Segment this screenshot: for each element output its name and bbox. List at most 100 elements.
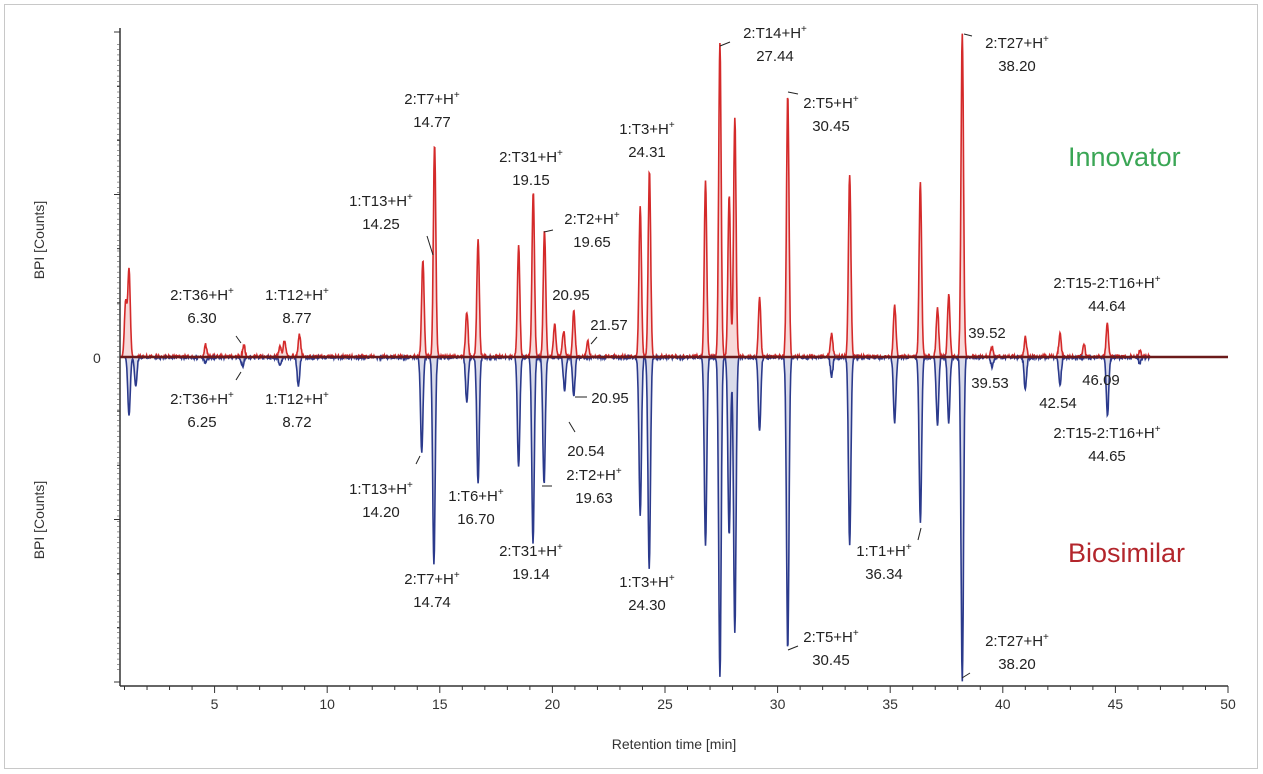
leader-line	[235, 335, 242, 344]
leader-line	[787, 91, 799, 95]
peak-label-b-4609: 46.09	[1082, 372, 1120, 389]
peak-name: 2:T27+H+	[985, 632, 1049, 650]
peak-retention-time: 19.14	[512, 566, 550, 583]
peak-label-b-2054: 20.54	[567, 421, 605, 460]
peak-retention-time: 8.77	[282, 310, 311, 327]
peak-label-i-t3: 1:T3+H+ 24.31	[619, 120, 675, 161]
leader-line	[787, 645, 799, 651]
leader-line	[719, 41, 731, 47]
x-tick-label: 25	[657, 696, 673, 712]
peak-retention-time: 27.44	[756, 48, 794, 65]
x-tick-label: 15	[432, 696, 448, 712]
peak-retention-time: 21.57	[590, 317, 628, 334]
x-tick-label: 35	[882, 696, 898, 712]
x-tick-label: 45	[1108, 696, 1124, 712]
peak-annotations: 2:T36+H+ 6.30 1:T12+H+ 8.77 1:T13+H+ 14.25 2:T…	[170, 24, 1161, 679]
peak-label-i-t15: 2:T15-2:T16+H+ 44.64	[1053, 274, 1160, 315]
peak-retention-time: 6.25	[187, 414, 216, 431]
peak-label-b-3953: 39.53	[971, 375, 1009, 392]
peak-label-b-t5: 2:T5+H+ 30.45	[787, 628, 859, 669]
peak-retention-time: 24.31	[628, 144, 666, 161]
peak-retention-time: 6.30	[187, 310, 216, 327]
peak-retention-time: 19.15	[512, 172, 550, 189]
leader-line	[426, 235, 434, 256]
leader-line	[568, 421, 576, 433]
peak-retention-time: 44.64	[1088, 298, 1126, 315]
peak-label-i-t36: 2:T36+H+ 6.30	[170, 286, 242, 344]
peak-retention-time: 30.45	[812, 118, 850, 135]
peak-retention-time: 20.95	[591, 390, 629, 407]
y-ticks	[114, 31, 120, 683]
peak-name: 2:T36+H+	[170, 286, 234, 304]
peak-label-b-t15: 2:T15-2:T16+H+ 44.65	[1053, 424, 1160, 465]
peak-retention-time: 14.77	[413, 114, 451, 131]
leader-line	[235, 371, 242, 381]
peak-name: 2:T27+H+	[985, 34, 1049, 52]
x-tick-label: 40	[995, 696, 1011, 712]
peak-label-b-4254: 42.54	[1039, 395, 1077, 412]
peak-retention-time: 24.30	[628, 597, 666, 614]
peak-retention-time: 20.95	[552, 287, 590, 304]
x-tick-label: 30	[770, 696, 786, 712]
series-line-innovator	[120, 33, 1156, 361]
peak-label-b-t31: 2:T31+H+ 19.14	[499, 542, 563, 583]
peak-name: 1:T12+H+	[265, 390, 329, 408]
peak-name: 1:T3+H+	[619, 573, 675, 591]
peak-label-b-t7: 2:T7+H+ 14.74	[404, 570, 460, 611]
peak-label-i-t14: 2:T14+H+ 27.44	[719, 24, 807, 65]
x-axis-title: Retention time [min]	[612, 736, 737, 752]
peak-name: 1:T1+H+	[856, 542, 912, 560]
peak-retention-time: 8.72	[282, 414, 311, 431]
peak-name: 2:T7+H+	[404, 570, 460, 588]
peak-label-i-t31: 2:T31+H+ 19.15	[499, 148, 563, 189]
x-ticks: 5 10 15 20 25 30 35 40 45 50	[124, 686, 1236, 712]
peak-label-i-t12: 1:T12+H+ 8.77	[265, 286, 329, 327]
peak-label-b-t2: 2:T2+H+ 19.63	[542, 466, 622, 507]
peak-retention-time: 14.20	[362, 504, 400, 521]
peak-retention-time: 46.09	[1082, 372, 1120, 389]
peak-label-i-t7: 2:T7+H+ 14.77	[404, 90, 460, 131]
peak-retention-time: 16.70	[457, 511, 495, 528]
chart-frame	[4, 4, 1258, 769]
peak-label-b-t3: 1:T3+H+ 24.30	[619, 573, 675, 614]
peak-name: 2:T14+H+	[743, 24, 807, 42]
peak-name: 2:T31+H+	[499, 148, 563, 166]
peak-retention-time: 38.20	[998, 656, 1036, 673]
peak-label-i-2157: 21.57	[590, 317, 628, 345]
peak-label-i-t2: 2:T2+H+ 19.65	[543, 210, 620, 251]
x-tick-label: 20	[545, 696, 561, 712]
peak-label-b-2095: 20.95	[575, 390, 629, 407]
peak-retention-time: 14.74	[413, 594, 451, 611]
leader-line	[543, 229, 554, 233]
peak-name: 2:T5+H+	[803, 94, 859, 112]
peak-label-b-t1: 1:T1+H+ 36.34	[856, 527, 922, 583]
leader-line	[590, 336, 598, 345]
y-axis-title-top: BPI [Counts]	[31, 201, 47, 280]
peak-retention-time: 38.20	[998, 58, 1036, 75]
peak-name: 2:T15-2:T16+H+	[1053, 424, 1160, 442]
peak-retention-time: 20.54	[567, 443, 605, 460]
series-label-biosimilar: Biosimilar	[1068, 538, 1185, 568]
peak-name: 1:T12+H+	[265, 286, 329, 304]
peak-label-b-t36: 2:T36+H+ 6.25	[170, 371, 242, 431]
peak-name: 1:T13+H+	[349, 192, 413, 210]
peak-label-i-t27: 2:T27+H+ 38.20	[963, 33, 1049, 75]
peak-retention-time: 39.53	[971, 375, 1009, 392]
peak-retention-time: 36.34	[865, 566, 903, 583]
x-tick-label: 10	[319, 696, 335, 712]
peak-retention-time: 30.45	[812, 652, 850, 669]
peak-retention-time: 42.54	[1039, 395, 1077, 412]
peak-label-i-3952: 39.52	[968, 325, 1006, 342]
leader-line	[963, 33, 973, 37]
peak-label-b-t27: 2:T27+H+ 38.20	[961, 632, 1049, 679]
peak-name: 2:T36+H+	[170, 390, 234, 408]
peak-retention-time: 19.65	[573, 234, 611, 251]
series-label-innovator: Innovator	[1068, 142, 1181, 172]
x-tick-label: 50	[1220, 696, 1236, 712]
peak-retention-time: 44.65	[1088, 448, 1126, 465]
peak-label-b-t6: 1:T6+H+ 16.70	[448, 487, 504, 528]
leader-line	[415, 455, 421, 465]
peak-name: 1:T6+H+	[448, 487, 504, 505]
peak-name: 2:T31+H+	[499, 542, 563, 560]
